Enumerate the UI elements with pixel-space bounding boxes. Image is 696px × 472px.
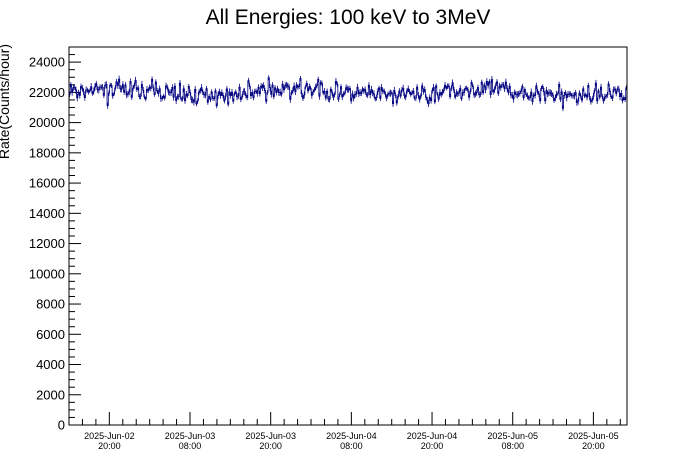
y-axis-label: Rate(Counts/hour): [0, 44, 12, 159]
y-tick-label: 18000: [29, 145, 65, 160]
x-tick-date: 2025-Jun-05: [487, 431, 538, 441]
y-tick-label: 10000: [29, 266, 65, 281]
x-tick-time: 20:00: [98, 441, 121, 451]
chart-title: All Energies: 100 keV to 3MeV: [206, 6, 491, 29]
plot-frame: [68, 46, 628, 426]
x-tick-time: 20:00: [421, 441, 444, 451]
y-tick-label: 6000: [36, 327, 65, 342]
y-tick-label: 16000: [29, 176, 65, 191]
y-tick-label: 12000: [29, 236, 65, 251]
y-tick-label: 22000: [29, 85, 65, 100]
y-tick-label: 8000: [36, 297, 65, 312]
y-tick-label: 4000: [36, 357, 65, 372]
y-tick-label: 2000: [36, 387, 65, 402]
x-tick-date: 2025-Jun-03: [165, 431, 216, 441]
x-tick-time: 08:00: [340, 441, 363, 451]
y-tick-label: 14000: [29, 206, 65, 221]
y-tick-label: 0: [58, 418, 65, 433]
x-tick-date: 2025-Jun-04: [407, 431, 458, 441]
x-tick-date: 2025-Jun-05: [568, 431, 619, 441]
x-tick-time: 20:00: [582, 441, 605, 451]
x-tick-time: 20:00: [259, 441, 282, 451]
y-tick-label: 24000: [29, 55, 65, 70]
x-tick-date: 2025-Jun-03: [245, 431, 296, 441]
x-tick-date: 2025-Jun-02: [84, 431, 135, 441]
data-series: [69, 75, 627, 112]
y-tick-label: 20000: [29, 115, 65, 130]
series-line: [69, 77, 627, 109]
x-tick-time: 08:00: [179, 441, 202, 451]
axis-ticks: 0 2000 4000 6000 8000 10000 12000 14000 16000 180…: [29, 54, 621, 451]
x-tick-time: 08:00: [501, 441, 524, 451]
x-tick-date: 2025-Jun-04: [326, 431, 377, 441]
